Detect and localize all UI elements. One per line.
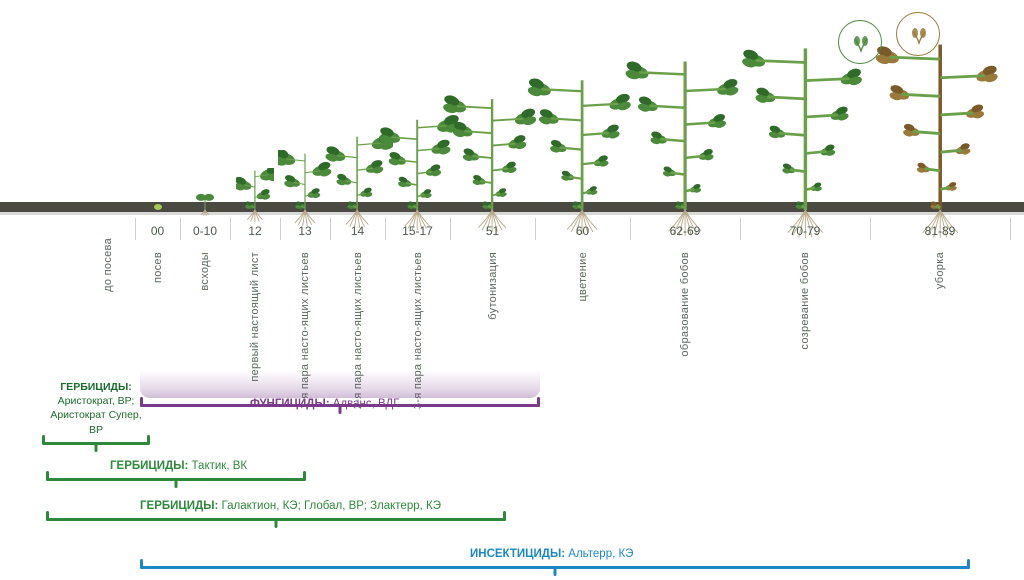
stage-column: 12 первый настоящий лист (230, 218, 280, 382)
stage-number: 62-69 (670, 224, 701, 238)
stage-number: 81-89 (925, 224, 956, 238)
detail-circle (838, 20, 882, 64)
stage-number: 51 (486, 224, 499, 238)
stage-number: 0-10 (193, 224, 217, 238)
presow-body: Аристократ, ВР; Аристократ Супер, ВР (42, 394, 150, 437)
stage-number: 00 (151, 224, 164, 238)
stage-label: всходы (199, 252, 211, 291)
stage-label: посев (152, 252, 164, 283)
stage-label: бутонизация (487, 252, 499, 320)
plant-stage (728, 38, 883, 238)
stage-column: до посева (80, 218, 135, 292)
insect-label: ИНСЕКТИЦИДЫ: Альтерр, КЭ (470, 548, 633, 560)
fung-label: ФУНГИЦИДЫ: Адванс, ВДГ (250, 398, 399, 410)
stage-number: 12 (248, 224, 261, 238)
stage-label: созревание бобов (799, 252, 811, 350)
stage-label: первый настоящий лист (249, 252, 261, 382)
plant-stage (861, 34, 1019, 238)
stage-number: 14 (351, 224, 364, 238)
growth-diagram: { "layout": { "width": 1024, "height": 5… (0, 0, 1024, 580)
stage-label: уборка (934, 252, 946, 289)
stage-number: 70-79 (790, 224, 821, 238)
fungicide-band (140, 370, 540, 398)
stage-label: до посева (102, 238, 114, 292)
herb1-label: ГЕРБИЦИДЫ: Тактик, ВК (110, 460, 247, 472)
stage-number: 15-17 (402, 224, 433, 238)
stage-column: 60 цветение (535, 218, 630, 302)
stage-column: 62-69 образование бобов (630, 218, 740, 357)
plant-stage (236, 168, 274, 222)
plant-stage (193, 192, 217, 216)
stage-column: 51 бутонизация (450, 218, 535, 320)
stage-separator (1010, 218, 1011, 240)
stage-number: 13 (298, 224, 311, 238)
herb2-label: ГЕРБИЦИДЫ: Галактион, КЭ; Глобал, ВР; Зл… (140, 500, 441, 512)
presow-head: ГЕРБИЦИДЫ: (42, 380, 150, 394)
stage-column: 00 посев (135, 218, 180, 283)
stage-column: 70-79 созревание бобов (740, 218, 870, 350)
stage-label: образование бобов (679, 252, 691, 357)
stage-number: 60 (576, 224, 589, 238)
stage-column: 81-89 уборка (870, 218, 1010, 289)
detail-circle (896, 12, 940, 56)
stage-label: цветение (577, 252, 589, 302)
stage-column: 0-10 всходы (180, 218, 230, 291)
plant-stage (146, 204, 170, 210)
presow-herbicide-box: ГЕРБИЦИДЫ: Аристократ, ВР; Аристократ Су… (42, 380, 150, 437)
